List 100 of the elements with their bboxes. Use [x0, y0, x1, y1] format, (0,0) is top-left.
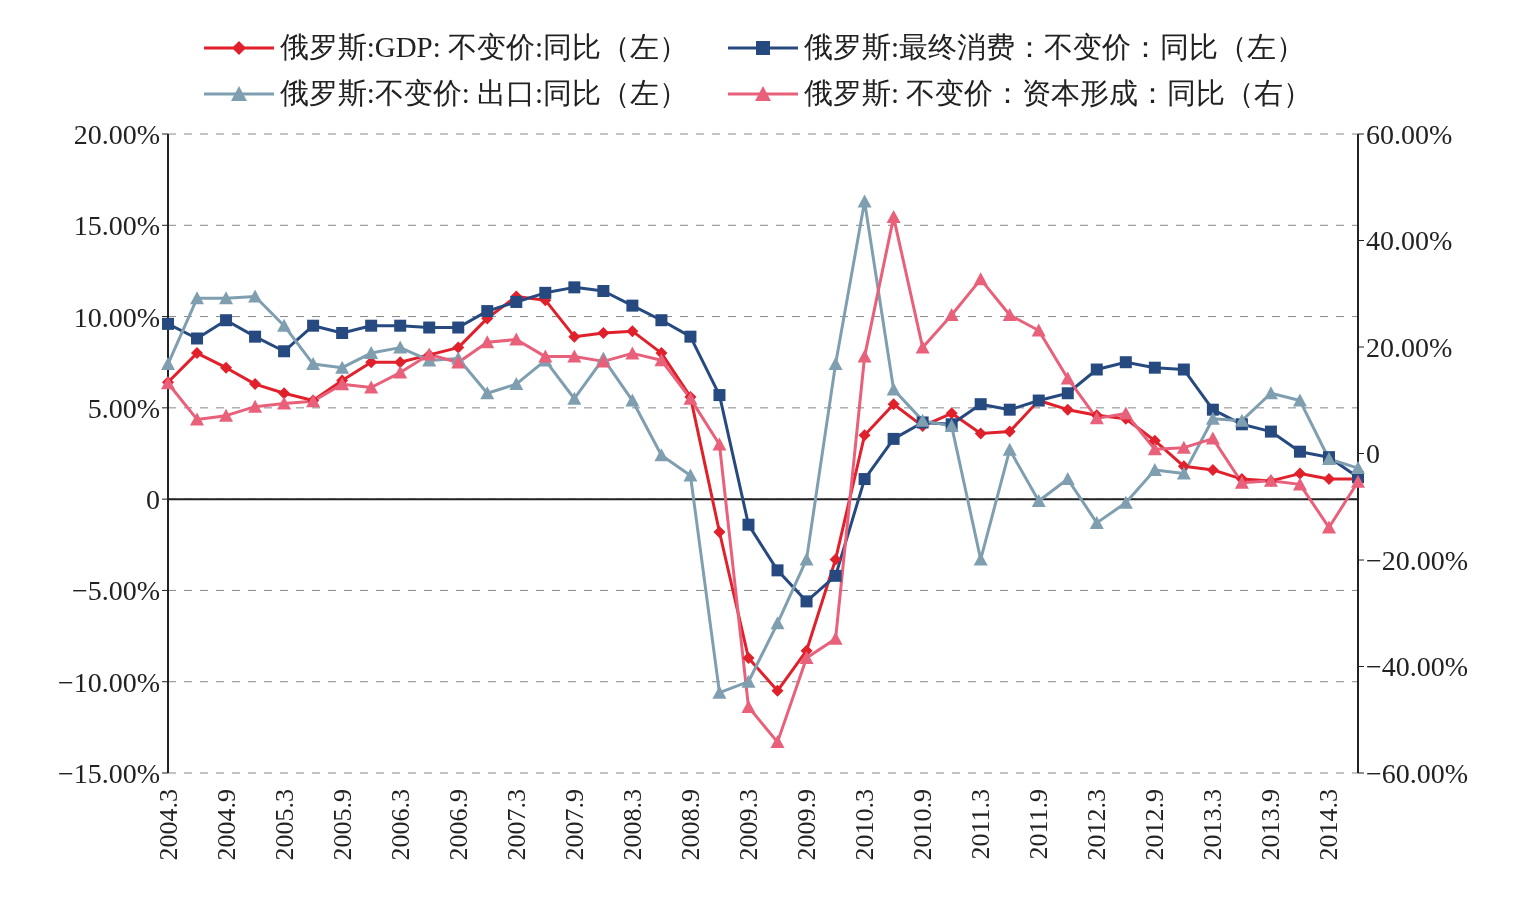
point [1089, 515, 1104, 529]
y2-tick-label: −60.00% [1366, 757, 1469, 789]
point [828, 631, 843, 645]
point [306, 357, 321, 371]
y2-tick-label: 20.00% [1366, 331, 1453, 363]
point [451, 355, 466, 369]
y2-tick-label: −20.00% [1366, 544, 1469, 576]
point [886, 382, 901, 396]
point [423, 321, 436, 334]
point [248, 399, 263, 413]
point [1292, 393, 1307, 407]
point [278, 345, 291, 358]
point [858, 429, 871, 442]
point [1148, 361, 1161, 374]
point [1118, 406, 1133, 420]
point [568, 281, 581, 294]
y-tick-label: 0 [146, 484, 160, 516]
point [1002, 442, 1017, 456]
point [1322, 473, 1335, 486]
point [393, 365, 408, 379]
x-tick-label: 2009.9 [792, 789, 822, 861]
point [277, 396, 292, 410]
point [510, 295, 523, 308]
point [683, 468, 698, 482]
point [712, 685, 727, 699]
point [799, 650, 814, 664]
point [191, 332, 204, 345]
point [1292, 477, 1307, 491]
point [394, 319, 407, 332]
point [829, 553, 842, 566]
x-tick-label: 2011.3 [966, 789, 996, 860]
point [1090, 363, 1103, 376]
point [684, 330, 697, 343]
point [944, 308, 959, 322]
point [800, 595, 813, 608]
y-tick-label: 10.00% [73, 301, 160, 333]
point [249, 330, 262, 343]
point [539, 286, 552, 299]
x-tick-label: 2007.3 [501, 789, 531, 861]
point [191, 347, 204, 360]
point [480, 335, 495, 349]
point [1176, 440, 1191, 454]
point [1176, 466, 1191, 480]
y2-tick-label: −40.00% [1366, 651, 1469, 683]
point [625, 346, 640, 360]
y-tick-label: 20.00% [73, 118, 160, 150]
point [1002, 308, 1017, 322]
point [452, 321, 465, 334]
point [771, 564, 784, 577]
x-tick-label: 2008.9 [675, 789, 705, 861]
point [509, 332, 524, 346]
y-tick-label: −10.00% [57, 666, 160, 698]
y-tick-label: −5.00% [71, 575, 160, 607]
point [742, 518, 755, 531]
point [1263, 386, 1278, 400]
point [1031, 323, 1046, 337]
x-tick-label: 2012.9 [1140, 789, 1170, 861]
point [1003, 425, 1016, 438]
point [1321, 520, 1336, 534]
y2-tick-label: 40.00% [1366, 225, 1453, 257]
y2-tick-label: 0 [1366, 438, 1380, 470]
point [1060, 472, 1075, 486]
point [1061, 387, 1074, 400]
x-tick-label: 2013.9 [1256, 789, 1286, 861]
point [1205, 431, 1220, 445]
point [1061, 403, 1074, 416]
point [974, 427, 987, 440]
point [364, 380, 379, 394]
point [1118, 495, 1133, 509]
point [161, 357, 175, 371]
point [887, 432, 900, 445]
point [742, 651, 755, 664]
legend-label: 俄罗斯: 不变价：资本形成：同比（右） [804, 76, 1313, 111]
point [1060, 371, 1075, 385]
x-tick-label: 2014.3 [1314, 789, 1344, 861]
point [857, 349, 872, 363]
point [1031, 493, 1046, 507]
point [1264, 425, 1277, 438]
point [393, 340, 408, 354]
point [278, 387, 291, 400]
legend-label: 俄罗斯:不变价: 出口:同比（左） [279, 76, 689, 111]
point [364, 346, 379, 360]
y-tick-label: 15.00% [73, 210, 160, 242]
legend-label: 俄罗斯:最终消费：不变价：同比（左） [804, 30, 1306, 65]
point [626, 299, 639, 312]
point [858, 473, 871, 486]
point [568, 330, 581, 343]
y-tick-label: −15.00% [57, 757, 160, 789]
point [567, 391, 582, 405]
point [597, 327, 610, 339]
point [625, 393, 640, 407]
point [945, 407, 958, 420]
point [713, 526, 726, 539]
x-tick-label: 2006.9 [443, 789, 473, 861]
point [1177, 363, 1190, 376]
y2-tick-label: 60.00% [1366, 118, 1453, 150]
x-tick-label: 2008.3 [617, 789, 647, 861]
point [509, 377, 524, 391]
point [1293, 467, 1306, 480]
point [190, 412, 205, 426]
